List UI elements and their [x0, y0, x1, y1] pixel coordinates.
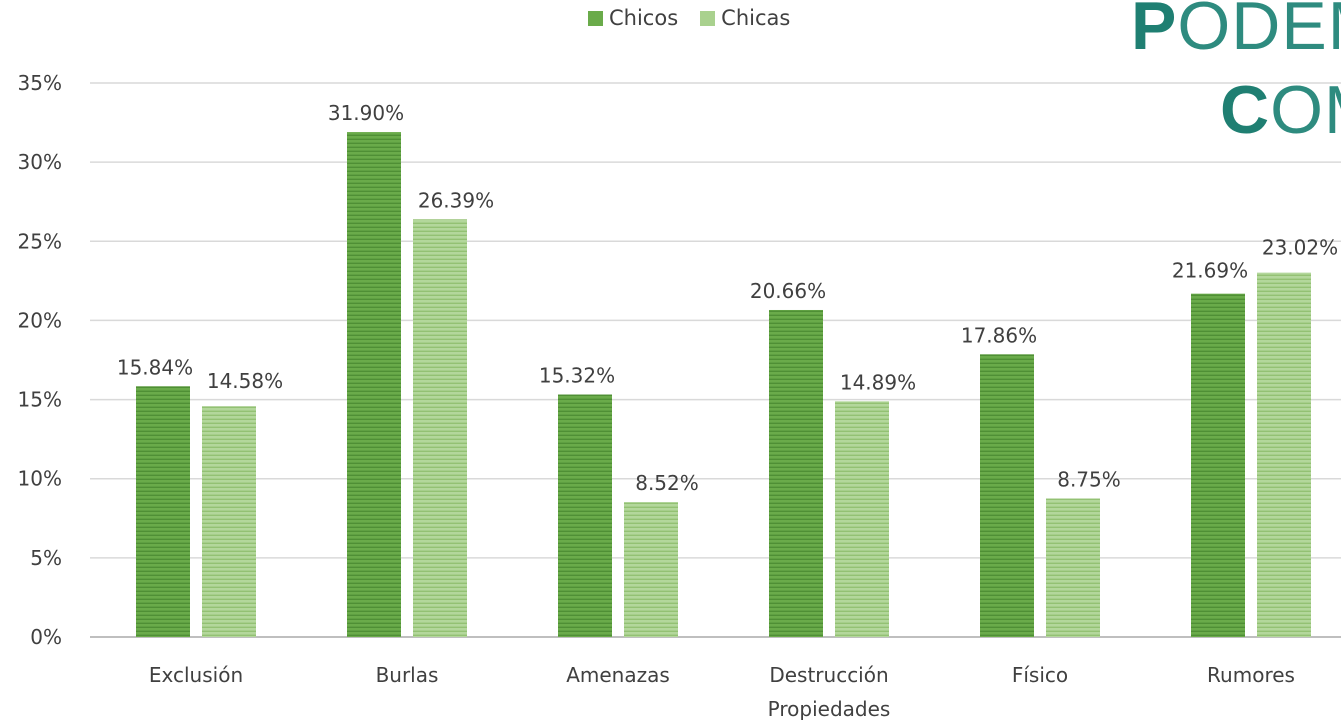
bars — [136, 132, 1311, 637]
x-tick-label-burlas: Burlas — [376, 663, 439, 687]
legend-swatch-chicas — [700, 10, 716, 26]
y-tick-label-35: 35% — [18, 71, 62, 95]
x-tick-label-destruccion-propiedades-line-2: Propiedades — [768, 697, 891, 720]
overlay-heading-rest-2: OM — [1270, 76, 1341, 144]
x-axis-ticks: Exclusión Burlas Amenazas Destrucción Propie… — [149, 663, 1295, 720]
overlay-heading-rest-1: ODEM — [1177, 0, 1341, 60]
bar-chicas-fisico — [1046, 498, 1100, 637]
y-tick-label-30: 30% — [18, 150, 62, 174]
bar-chicos-exclusion — [136, 386, 190, 637]
data-label-chicas-amenazas: 8.52% — [635, 471, 699, 495]
data-label-chicos-rumores: 21.69% — [1172, 259, 1248, 283]
y-tick-label-5: 5% — [30, 546, 62, 570]
legend-entry-chicos: Chicos — [588, 6, 678, 30]
data-label-chicos-destruccion-propiedades: 20.66% — [750, 279, 826, 303]
x-tick-label-amenazas: Amenazas — [566, 663, 670, 687]
bar-chicos-rumores — [1191, 293, 1245, 637]
x-tick-label-exclusion: Exclusión — [149, 663, 243, 687]
data-label-chicos-burlas: 31.90% — [328, 101, 404, 125]
overlay-heading-line-2: COM — [1220, 76, 1341, 144]
y-tick-label-0: 0% — [30, 625, 62, 649]
legend-label-chicas: Chicas — [721, 6, 791, 30]
data-label-chicas-burlas: 26.39% — [418, 188, 494, 212]
chart-legend: Chicos Chicas — [588, 6, 790, 30]
data-labels: 15.84% 14.58% 31.90% 26.39% 15.32% 8.52% 20.66… — [117, 101, 1338, 495]
data-label-chicas-destruccion-propiedades: 14.89% — [840, 370, 916, 394]
bar-chicos-destruccion-propiedades — [769, 309, 823, 637]
overlay-heading-initial-2: C — [1220, 76, 1271, 144]
bar-chicas-amenazas — [624, 502, 678, 637]
data-label-chicas-fisico: 8.75% — [1057, 468, 1121, 492]
bar-chicas-exclusion — [202, 406, 256, 637]
legend-label-chicos: Chicos — [609, 6, 679, 30]
y-axis-ticks: 0% 5% 10% 15% 20% 25% 30% 35% — [18, 71, 62, 649]
x-tick-label-fisico: Físico — [1012, 663, 1068, 687]
bar-chicos-fisico — [980, 354, 1034, 637]
x-tick-label-rumores: Rumores — [1207, 663, 1295, 687]
y-tick-label-15: 15% — [18, 388, 62, 412]
bar-chicas-rumores — [1257, 272, 1311, 637]
data-label-chicos-exclusion: 15.84% — [117, 355, 193, 379]
legend-swatch-chicos — [588, 10, 603, 26]
overlay-heading-initial-1: P — [1131, 0, 1178, 60]
bar-chicos-amenazas — [558, 394, 612, 637]
x-tick-label-destruccion-propiedades-line-1: Destrucción — [769, 663, 888, 687]
bar-chicas-burlas — [413, 219, 467, 637]
legend-entry-chicas: Chicas — [700, 6, 790, 30]
gridlines — [90, 82, 1341, 638]
data-label-chicos-amenazas: 15.32% — [539, 364, 615, 388]
bar-chicas-destruccion-propiedades — [835, 401, 889, 637]
data-label-chicas-rumores: 23.02% — [1262, 236, 1338, 260]
bar-chicos-burlas — [347, 132, 401, 637]
y-tick-label-10: 10% — [18, 467, 62, 491]
y-tick-label-20: 20% — [18, 308, 62, 332]
data-label-chicas-exclusion: 14.58% — [207, 369, 283, 393]
y-tick-label-25: 25% — [18, 229, 62, 253]
data-label-chicos-fisico: 17.86% — [961, 323, 1037, 347]
overlay-heading-line-1: PODEM — [1131, 0, 1341, 60]
